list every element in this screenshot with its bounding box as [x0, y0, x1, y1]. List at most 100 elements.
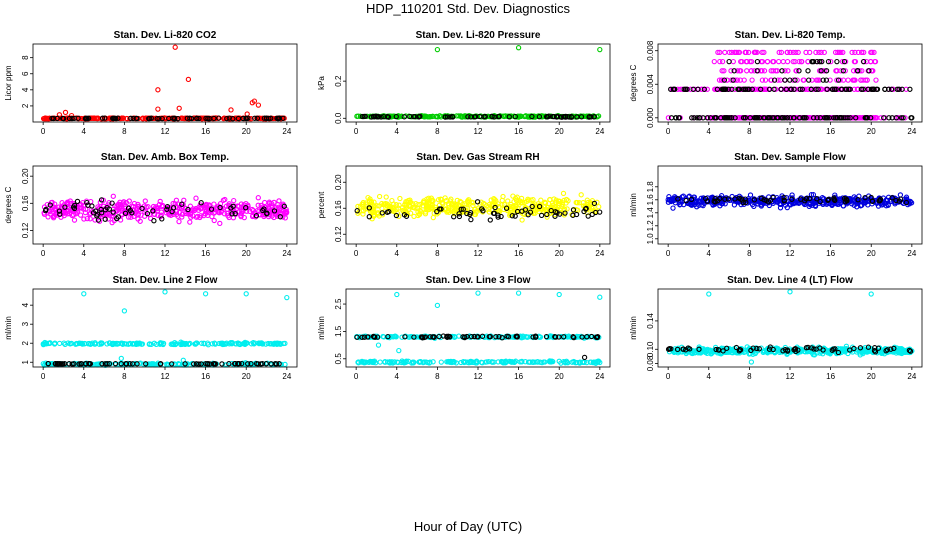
- data-point: [888, 346, 894, 352]
- data-point: [871, 86, 877, 92]
- data-point: [366, 205, 372, 211]
- panel-title: Stan. Dev. Line 3 Flow: [426, 275, 531, 286]
- data-point: [156, 115, 162, 122]
- data-point: [457, 198, 463, 205]
- panel-title: Stan. Dev. Li-820 CO2: [114, 30, 217, 41]
- data-point: [522, 207, 529, 213]
- data-point: [135, 201, 141, 208]
- data-point: [557, 211, 563, 217]
- data-point: [487, 217, 493, 223]
- data-point: [187, 219, 193, 225]
- data-point: [518, 195, 525, 202]
- y-tick-label: 0.08: [646, 355, 655, 371]
- data-point: [706, 291, 712, 297]
- data-point: [699, 202, 705, 208]
- data-point: [527, 209, 534, 215]
- data-point: [719, 68, 725, 74]
- data-point: [226, 361, 232, 367]
- y-axis-label: ml/min: [4, 316, 13, 340]
- x-tick-label: 24: [595, 249, 604, 258]
- data-point: [429, 202, 435, 209]
- data-point: [895, 115, 901, 121]
- data-point: [450, 114, 456, 120]
- data-point: [201, 340, 207, 346]
- data-point: [694, 115, 700, 121]
- data-point: [276, 115, 282, 121]
- data-point: [817, 198, 823, 205]
- data-point: [487, 333, 493, 340]
- data-point: [150, 208, 156, 214]
- data-point: [765, 199, 772, 205]
- data-point: [244, 340, 250, 346]
- data-point: [216, 115, 222, 121]
- data-point: [261, 115, 268, 121]
- data-point: [115, 115, 121, 121]
- data-point: [849, 49, 855, 56]
- data-point: [430, 359, 436, 365]
- data-point: [861, 49, 867, 56]
- data-point: [44, 201, 50, 208]
- data-point: [741, 349, 747, 356]
- data-point: [120, 115, 126, 121]
- data-point: [514, 334, 520, 340]
- data-point: [749, 86, 755, 92]
- data-point: [570, 212, 576, 218]
- data-point: [787, 289, 793, 295]
- data-point: [853, 115, 859, 121]
- x-axis: 0 4 8 12 16 20 24: [354, 122, 605, 136]
- x-tick-label: 24: [282, 249, 291, 258]
- data-point: [776, 58, 782, 65]
- y-tick-label: 4: [21, 302, 30, 307]
- data-point: [410, 201, 416, 207]
- y-tick-label: 1.6: [646, 194, 655, 206]
- data-point: [162, 289, 168, 295]
- data-point: [128, 115, 134, 121]
- data-point: [871, 49, 877, 56]
- data-point: [140, 115, 146, 121]
- data-point: [759, 68, 765, 74]
- data-point: [855, 197, 861, 203]
- data-point: [379, 205, 385, 212]
- data-point: [77, 212, 84, 218]
- data-point: [755, 86, 761, 92]
- data-point: [423, 206, 429, 213]
- data-point: [732, 115, 738, 121]
- data-point: [729, 115, 735, 121]
- x-tick-label: 20: [867, 127, 876, 136]
- data-point: [401, 212, 408, 218]
- data-point: [810, 192, 817, 198]
- data-point: [471, 333, 477, 340]
- data-point: [813, 49, 819, 56]
- panel-title: Stan. Dev. Li-820 Pressure: [416, 30, 541, 41]
- data-point: [384, 209, 391, 215]
- data-point: [102, 216, 108, 222]
- data-point: [211, 217, 217, 224]
- x-tick-label: 24: [595, 372, 604, 381]
- data-point: [832, 197, 838, 204]
- data-point: [862, 194, 868, 201]
- data-point: [361, 334, 368, 340]
- data-point: [99, 361, 105, 367]
- data-point: [524, 198, 530, 205]
- data-point: [123, 361, 130, 367]
- data-point: [185, 206, 191, 213]
- data-point: [510, 193, 516, 199]
- data-point: [764, 58, 771, 65]
- data-point: [849, 344, 856, 350]
- data-point: [354, 208, 360, 214]
- data-point: [379, 200, 385, 207]
- data-point: [883, 348, 889, 354]
- data-point: [224, 115, 230, 122]
- data-point: [164, 206, 170, 212]
- x-tick-label: 4: [395, 127, 400, 136]
- data-point: [736, 193, 743, 199]
- data-point: [474, 113, 481, 120]
- data-point: [792, 77, 798, 83]
- data-point: [125, 214, 132, 220]
- data-point: [712, 199, 718, 205]
- data-point: [556, 291, 562, 298]
- data-point: [770, 58, 776, 65]
- data-point: [198, 200, 204, 206]
- data-point: [176, 218, 182, 225]
